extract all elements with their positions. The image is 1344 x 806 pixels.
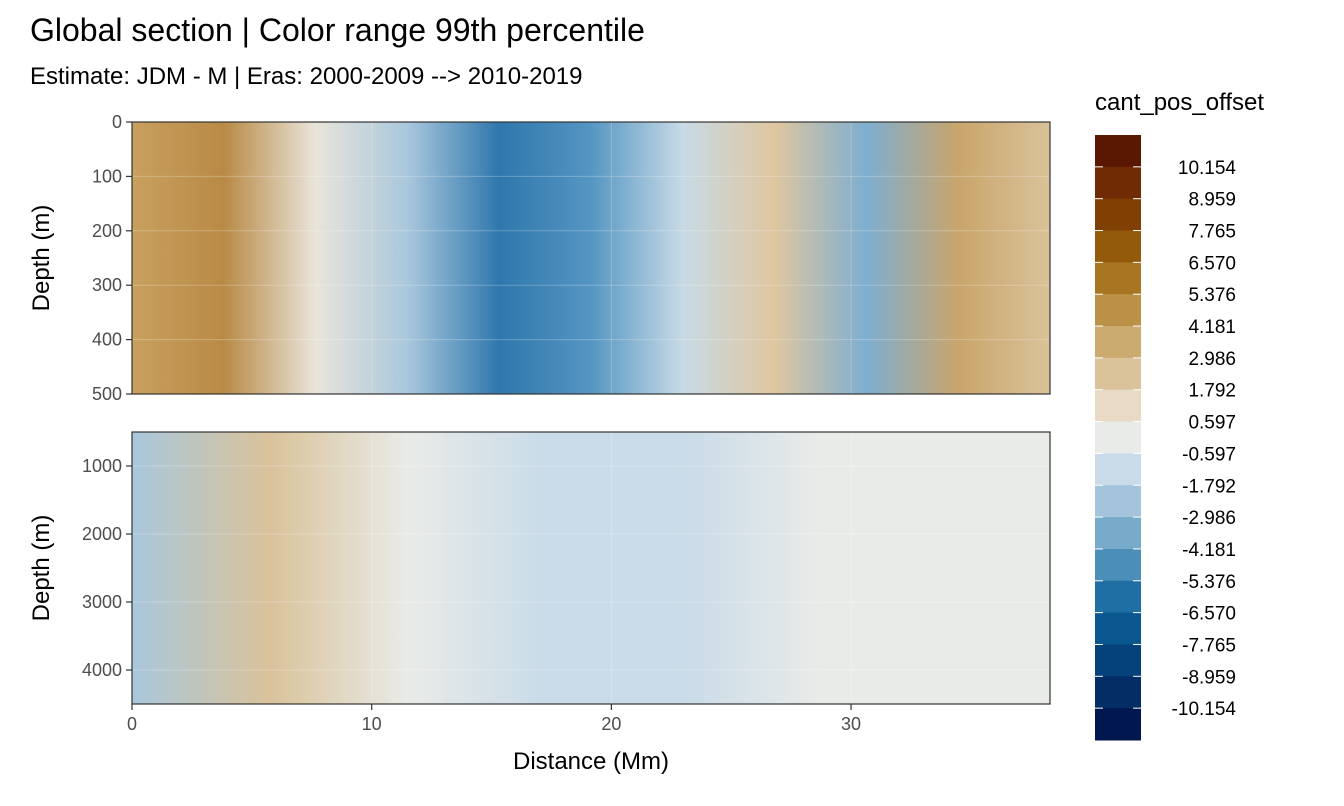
legend-label: -0.597 [1182,444,1236,465]
y-tick-label: 4000 [82,660,122,680]
legend-label: 6.570 [1188,253,1236,274]
x-tick-label: 30 [841,714,861,734]
x-tick-label: 0 [127,714,137,734]
legend-label: -7.765 [1182,635,1236,656]
y-tick-label: 3000 [82,592,122,612]
legend-color-step [1095,517,1141,550]
bottom-panel-heatmap [132,432,1050,704]
legend-color-step [1095,135,1141,168]
legend-label: 7.765 [1188,222,1236,243]
legend-label: 8.959 [1188,190,1236,211]
bottom-panel-border [131,431,1051,705]
bottom-y-axis-title: Depth (m) [28,515,55,622]
y-tick-label: 200 [92,221,122,241]
legend-label: 10.154 [1178,158,1237,179]
legend-label: 0.597 [1188,413,1236,434]
top-y-axis-title: Depth (m) [28,205,55,312]
legend-label: -8.959 [1182,667,1236,688]
legend-color-step [1095,326,1141,359]
legend: 10.154 8.959 7.765 6.570 5.376 4.181 2.986 1.79… [1095,135,1236,741]
legend-color-step [1095,676,1141,709]
legend-color-step [1095,453,1141,486]
legend-color-step [1095,421,1141,454]
top-panel [131,121,1051,395]
y-tick-label: 300 [92,275,122,295]
legend-label: -5.376 [1182,572,1236,593]
legend-label: -1.792 [1182,476,1236,497]
y-tick-label: 0 [112,112,122,132]
chart-subtitle: Estimate: JDM - M | Eras: 2000-2009 --> … [30,63,582,90]
top-panel-border [131,121,1051,395]
y-tick-label: 1000 [82,456,122,476]
legend-color-step [1095,644,1141,677]
legend-color-step [1095,357,1141,391]
bottom-panel-grid [131,432,1050,704]
legend-label: -6.570 [1182,604,1236,625]
legend-color-step [1095,548,1141,582]
legend-color-step [1095,198,1141,232]
y-tick-label: 500 [92,384,122,404]
legend-label: 1.792 [1188,381,1236,402]
legend-color-step [1095,485,1141,518]
x-tick-label: 10 [362,714,382,734]
y-tick-label: 2000 [82,524,122,544]
legend-color-step [1095,580,1141,614]
top-panel-heatmap [132,122,1050,394]
legend-label: -10.154 [1172,699,1237,720]
y-tick-label: 100 [92,166,122,186]
chart-title: Global section | Color range 99th percen… [30,12,645,48]
legend-title: cant_pos_offset [1095,89,1264,116]
legend-color-step [1095,389,1141,423]
legend-color-step [1095,262,1141,295]
legend-label: 5.376 [1188,285,1236,306]
legend-color-step [1095,612,1141,645]
legend-label: 4.181 [1188,317,1236,338]
x-axis: 0 10 20 30 [127,704,861,734]
x-axis-title: Distance (Mm) [513,748,669,775]
legend-color-step [1095,708,1141,741]
bottom-panel-y-axis: 1000 2000 3000 4000 [82,456,132,680]
x-tick-label: 20 [601,714,621,734]
legend-color-step [1095,166,1141,200]
legend-label: -2.986 [1182,508,1236,529]
legend-color-step [1095,294,1141,327]
top-panel-y-axis: 0 100 200 300 400 500 [92,112,132,404]
bottom-panel [131,431,1051,705]
legend-label: -4.181 [1182,540,1236,561]
legend-color-step [1095,230,1141,263]
y-tick-label: 400 [92,330,122,350]
legend-label: 2.986 [1188,349,1236,370]
